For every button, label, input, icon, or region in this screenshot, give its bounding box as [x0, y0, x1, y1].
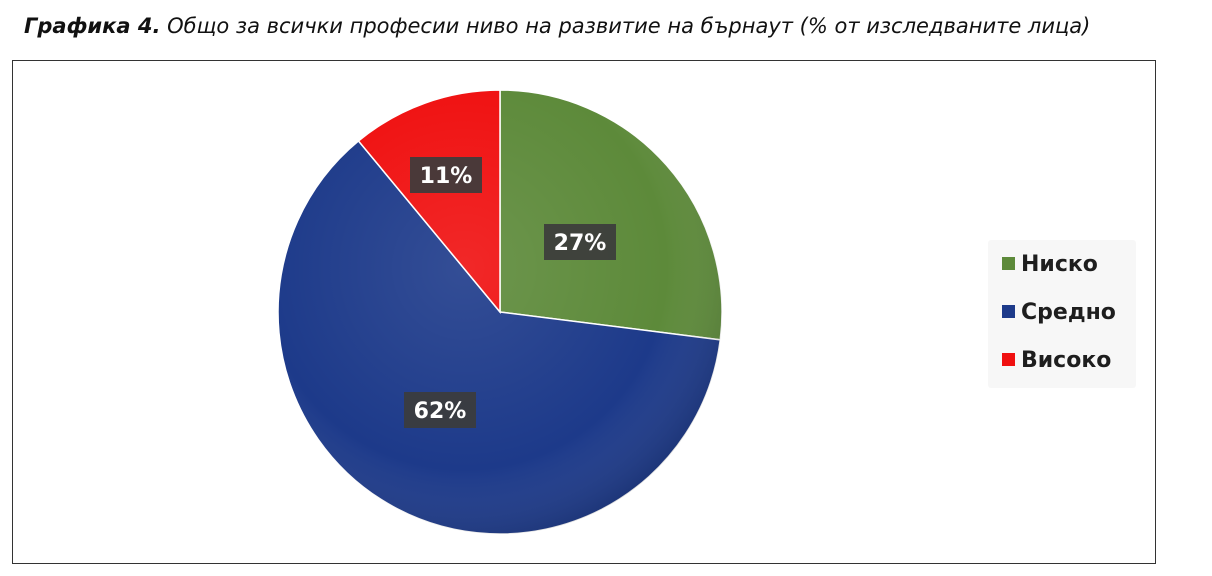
data-label-text: 11%	[420, 164, 473, 189]
figure-caption-text: Общо за всички професии ниво на развитие…	[160, 14, 1091, 38]
pie-slice-1	[499, 89, 723, 341]
legend-swatch	[1002, 352, 1015, 366]
figure-caption: Графика 4. Общо за всички професии ниво …	[24, 8, 1204, 44]
data-label-3: 11%	[410, 157, 482, 193]
data-label-box	[410, 157, 482, 193]
legend-item-sredno: Средно	[1002, 298, 1116, 328]
legend-swatch	[1002, 304, 1015, 318]
legend-item-visoko: Високо	[1002, 346, 1111, 376]
data-label-text: 62%	[414, 399, 467, 424]
legend-label: Ниско	[1021, 252, 1098, 277]
figure-caption-lead: Графика 4.	[24, 14, 161, 38]
data-label-2: 62%	[404, 392, 476, 428]
data-label-box	[404, 392, 476, 428]
data-label-text: 27%	[554, 231, 607, 256]
legend-swatch	[1002, 256, 1015, 270]
chart-legend: Ниско Средно Високо	[988, 240, 1136, 388]
data-label-1: 27%	[544, 224, 616, 260]
data-label-box	[544, 224, 616, 260]
legend-label: Средно	[1021, 300, 1116, 325]
legend-label: Високо	[1021, 348, 1112, 373]
legend-item-nisko: Ниско	[1002, 250, 1098, 280]
